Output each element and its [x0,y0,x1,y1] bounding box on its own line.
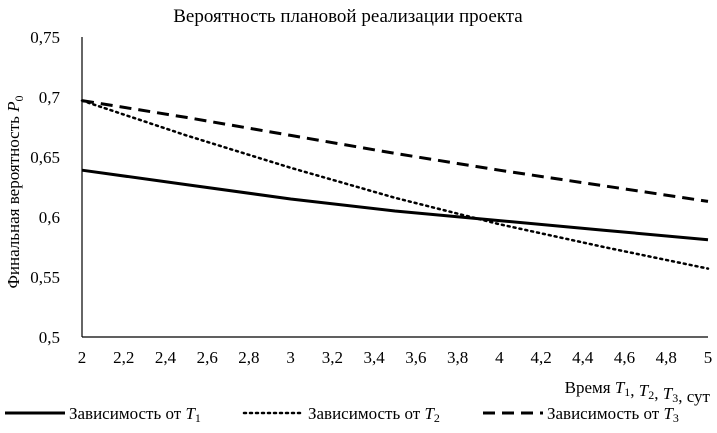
y-tick-label: 0,55 [30,268,60,287]
series-line-2 [80,99,710,270]
x-axis-title: Время T1, T2, T3, сут [565,378,711,406]
y-tick-label: 0,75 [30,28,60,47]
x-tick-label: 2,2 [113,348,134,367]
x-tick-label: 2,6 [197,348,218,367]
x-tick-label: 3,8 [447,348,468,367]
x-tick-label: 4,2 [530,348,551,367]
x-tick-label: 3,2 [322,348,343,367]
x-tick-label: 3,6 [405,348,426,367]
legend-label-2: Зависимость от T2 [308,404,440,425]
y-axis-title: Финальная вероятность P0 [4,95,26,288]
axes [81,37,708,338]
x-tick-label: 4,8 [656,348,677,367]
x-tick-label: 2,4 [155,348,177,367]
x-tick-labels: 2 2,2 2,4 2,6 2,8 3 3,2 3,4 3,6 3,8 4 4,2 4,4 4,6 4,8 5 [78,348,713,367]
chart-title: Вероятность плановой реализации проекта [173,6,523,27]
x-tick-label: 4,4 [572,348,594,367]
x-tick-label: 5 [704,348,713,367]
x-tick-label: 2 [78,348,87,367]
x-tick-label: 3,4 [364,348,386,367]
y-tick-label: 0,6 [39,208,60,227]
x-axis-label: Время T1, T2, T3, сут [565,378,711,406]
y-axis-label: Финальная вероятность P0 [4,95,26,288]
series-layer [80,99,710,270]
series-line-1 [81,168,709,242]
legend-label-1: Зависимость от T1 [69,404,201,425]
x-tick-label: 2,8 [238,348,259,367]
x-tick-label: 4,6 [614,348,635,367]
y-tick-label: 0,65 [30,148,60,167]
legend-label-3: Зависимость от T3 [547,404,679,425]
series-line-3 [81,99,709,203]
x-tick-label: 3 [286,348,295,367]
x-tick-label: 4 [495,348,504,367]
y-tick-label: 0,7 [39,88,61,107]
y-tick-label: 0,5 [39,328,60,347]
legend: Зависимость от T1 Зависимость от T2 Зависи… [5,404,679,425]
y-tick-labels: 0,5 0,55 0,6 0,65 0,7 0,75 [30,28,60,347]
